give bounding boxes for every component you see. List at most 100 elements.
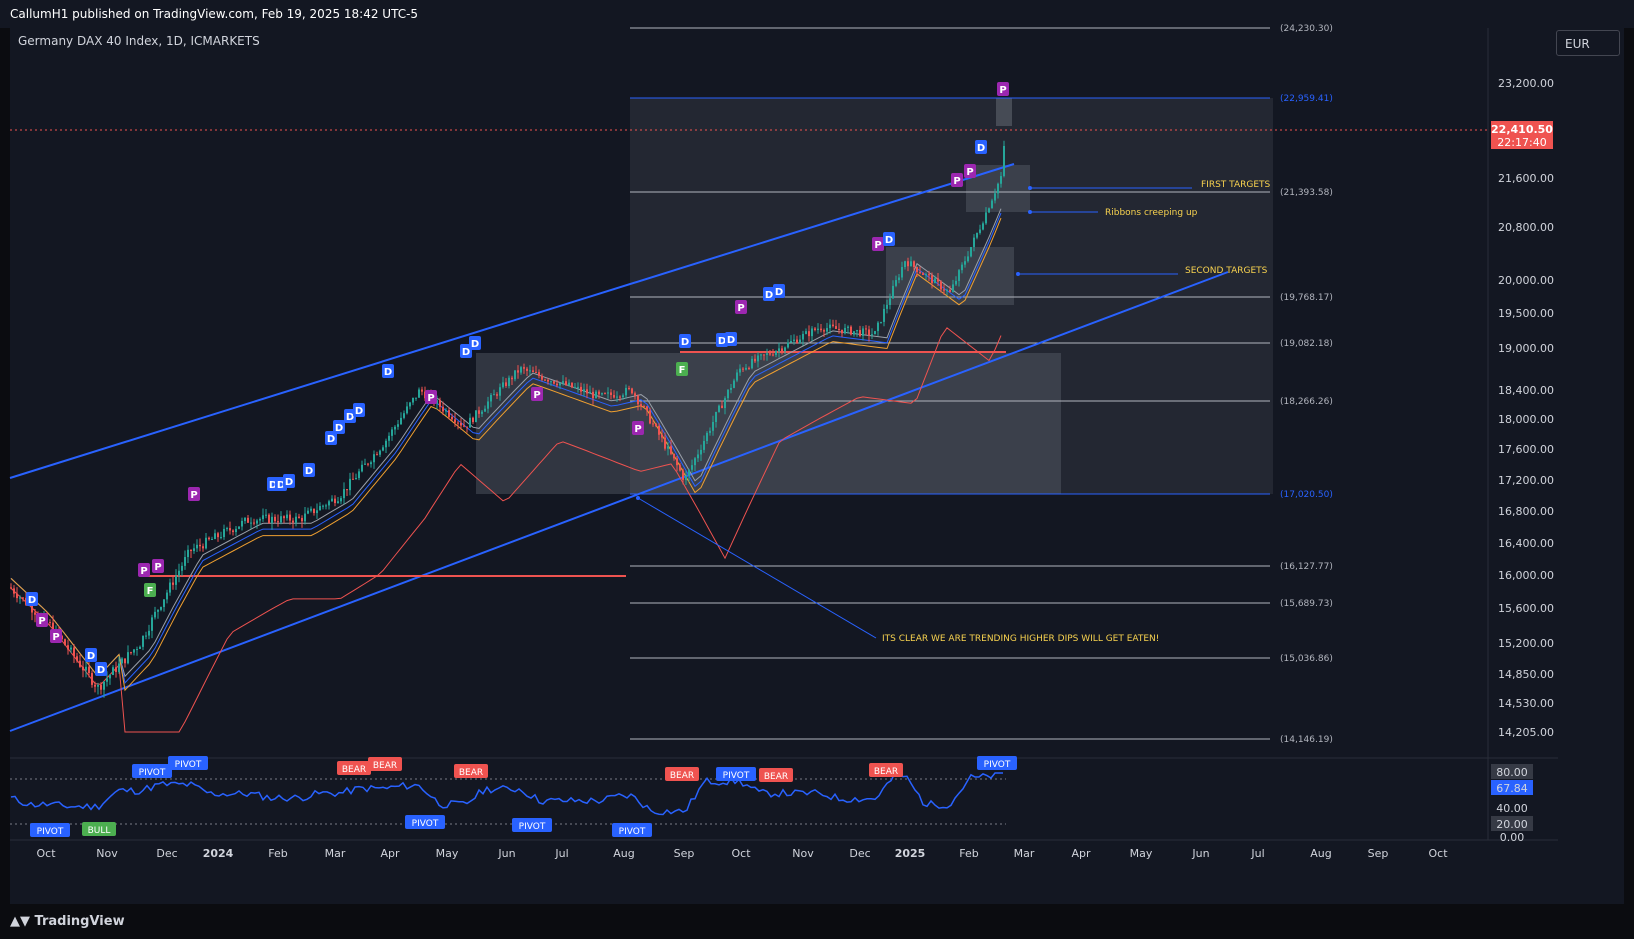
candle — [994, 193, 996, 201]
symbol-title[interactable]: Germany DAX 40 Index, 1D, ICMARKETS — [18, 34, 260, 48]
time-tick-label: Oct — [731, 847, 751, 860]
signal-marker[interactable] — [632, 421, 644, 435]
signal-marker[interactable] — [26, 592, 38, 606]
candle — [904, 261, 906, 268]
price-tick-label: 18,400.00 — [1498, 384, 1554, 397]
signal-marker[interactable] — [735, 300, 747, 314]
candle — [286, 514, 288, 519]
channel-lower-line[interactable] — [9, 271, 1229, 732]
candle — [784, 347, 786, 352]
candle — [340, 498, 342, 502]
signal-marker[interactable] — [679, 334, 691, 348]
signal-marker[interactable] — [883, 232, 895, 246]
signal-marker[interactable] — [333, 420, 345, 434]
signal-marker[interactable] — [188, 487, 200, 501]
rsi-bear-badge[interactable] — [454, 764, 488, 778]
signal-marker[interactable] — [36, 613, 48, 627]
candle — [199, 544, 201, 547]
candle — [625, 387, 627, 396]
signal-marker[interactable] — [425, 390, 437, 404]
candle — [163, 599, 165, 608]
signal-marker[interactable] — [50, 629, 62, 643]
time-axis[interactable]: Oct Nov Dec 2024 Feb Mar Apr May Jun Jul Aug Sep Oct… — [36, 847, 1448, 860]
rsi-bear-badge[interactable] — [368, 757, 402, 771]
candle — [856, 330, 858, 332]
signal-marker[interactable] — [469, 336, 481, 350]
rsi-bear-badge[interactable] — [337, 761, 371, 775]
rsi-pivot-badge[interactable] — [168, 756, 208, 770]
signal-marker[interactable] — [144, 583, 156, 597]
candle — [250, 522, 252, 524]
signal-marker[interactable] — [283, 474, 295, 488]
signal-marker-label: P — [190, 490, 197, 501]
signal-marker-label: D — [765, 290, 773, 301]
candle — [328, 501, 330, 506]
candle — [775, 351, 777, 356]
candle — [70, 647, 72, 650]
time-tick-label: Jun — [1191, 847, 1209, 860]
candle — [463, 425, 465, 427]
rsi-labels: PIVOT PIVOT PIVOT PIVOT PIVOT PIVOT PIVOT PIVOT… — [30, 756, 1017, 837]
signal-marker[interactable] — [964, 164, 976, 178]
signal-marker[interactable] — [997, 82, 1009, 96]
price-chart[interactable]: (24,230.30) (22,959.41) (21,393.58) (19,768… — [0, 0, 1634, 904]
rsi-tick-label: 67.84 — [1496, 782, 1528, 795]
signal-marker[interactable] — [85, 648, 97, 662]
signal-marker[interactable] — [725, 332, 737, 346]
candle — [988, 208, 990, 213]
signal-marker[interactable] — [975, 140, 987, 154]
candle — [628, 387, 630, 389]
candle — [601, 393, 603, 395]
candle — [769, 353, 771, 355]
price-tick-label: 20,000.00 — [1498, 274, 1554, 287]
rsi-bear-badge[interactable] — [759, 768, 793, 782]
signal-marker[interactable] — [138, 563, 150, 577]
candle — [814, 328, 816, 330]
signal-marker[interactable] — [763, 287, 775, 301]
rsi-pivot-badge[interactable] — [132, 764, 172, 778]
signal-marker[interactable] — [531, 387, 543, 401]
tradingview-logo-icon[interactable]: ▲▼ TradingView — [10, 914, 125, 929]
signal-marker[interactable] — [951, 173, 963, 187]
candle — [571, 382, 573, 388]
candle — [409, 402, 411, 407]
candle — [166, 592, 168, 600]
candle — [535, 371, 537, 373]
price-pane[interactable] — [10, 28, 1488, 756]
signal-marker[interactable] — [95, 662, 107, 676]
price-axis[interactable]: 23,200.00 21,600.00 20,800.00 20,000.00 19,5… — [1498, 77, 1554, 739]
signal-marker[interactable] — [676, 362, 688, 376]
signal-marker[interactable] — [152, 559, 164, 573]
signal-marker[interactable] — [382, 364, 394, 378]
rsi-pivot-badge[interactable] — [612, 823, 652, 837]
candle — [928, 274, 930, 276]
candle — [553, 381, 555, 384]
candle — [313, 508, 315, 514]
rsi-pivot-badge[interactable] — [30, 823, 70, 837]
signal-marker[interactable] — [773, 284, 785, 298]
candle — [529, 370, 531, 372]
currency-selector[interactable]: EUR — [1556, 30, 1620, 56]
rsi-bull-badge[interactable] — [82, 822, 116, 836]
candle — [589, 391, 591, 394]
candle — [310, 508, 312, 511]
candle — [910, 261, 912, 267]
rsi-pivot-badge[interactable] — [512, 818, 552, 832]
publisher-bar: CallumH1 published on TradingView.com, F… — [0, 0, 1634, 28]
candle — [178, 570, 180, 576]
candle — [847, 326, 849, 328]
signal-marker[interactable] — [325, 431, 337, 445]
channel-upper-line[interactable] — [9, 163, 1015, 479]
candle — [496, 394, 498, 396]
rsi-pivot-badge[interactable] — [405, 815, 445, 829]
signal-marker[interactable] — [872, 237, 884, 251]
signal-marker[interactable] — [303, 463, 315, 477]
rsi-bear-badge[interactable] — [869, 763, 903, 777]
candle — [559, 382, 561, 386]
annotation-ribbons: Ribbons creeping up — [1105, 208, 1198, 218]
candle — [997, 183, 999, 194]
rsi-bear-badge[interactable] — [665, 767, 699, 781]
rsi-pivot-badge[interactable] — [716, 767, 756, 781]
signal-marker[interactable] — [353, 403, 365, 417]
rsi-pivot-badge[interactable] — [977, 756, 1017, 770]
